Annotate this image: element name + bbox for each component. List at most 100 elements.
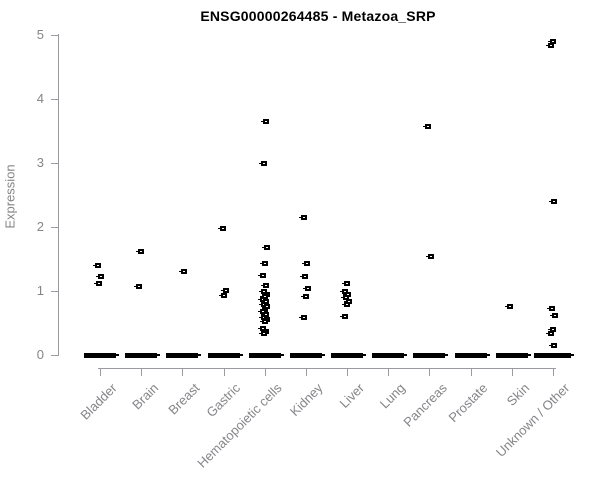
y-tick: [51, 355, 58, 356]
zero-cluster-bar: [454, 353, 490, 358]
x-tick-label: Prostate: [445, 380, 491, 426]
zero-cluster-bar: [534, 353, 575, 358]
data-point: [340, 313, 349, 319]
data-point: [547, 327, 556, 333]
x-tick: [429, 369, 431, 376]
zero-cluster-bar: [331, 353, 367, 358]
data-point: [545, 330, 554, 336]
x-tick-label: Breast: [165, 380, 203, 418]
data-point: [258, 161, 267, 166]
x-tick-label: Lung: [377, 380, 409, 412]
data-point: [302, 285, 311, 291]
y-tick-label: 2: [36, 219, 44, 234]
zero-cluster-bar: [84, 353, 119, 358]
data-point: [344, 298, 353, 304]
zero-cluster-bar: [248, 353, 284, 358]
data-point: [259, 294, 268, 300]
data-point: [340, 289, 349, 294]
data-point: [259, 260, 268, 266]
data-point: [423, 123, 432, 129]
data-point: [260, 312, 269, 318]
x-tick: [388, 369, 390, 376]
x-tick: [182, 369, 184, 376]
x-tick: [470, 369, 472, 376]
data-point: [343, 292, 352, 298]
data-point: [257, 273, 266, 278]
x-tick-label: Gastric: [203, 380, 244, 421]
zero-cluster-bar: [372, 353, 408, 358]
x-tick-label: Skin: [503, 380, 532, 409]
x-tick-label: Kidney: [287, 380, 326, 420]
x-axis-line: [98, 368, 556, 369]
data-point: [426, 253, 435, 259]
data-point: [217, 226, 226, 232]
zero-cluster-bar: [207, 353, 243, 358]
data-point: [257, 326, 266, 332]
data-point: [342, 281, 351, 287]
data-point: [260, 118, 269, 124]
y-tick: [51, 227, 58, 228]
data-point: [546, 305, 555, 311]
zero-cluster-bar: [413, 353, 449, 358]
data-point: [94, 280, 102, 286]
x-tick-label: Unknown / Other: [493, 380, 573, 460]
data-point: [93, 262, 101, 268]
data-point: [342, 301, 351, 307]
data-point: [547, 39, 556, 45]
data-point: [260, 282, 269, 288]
chart-title: ENSG00000264485 - Metazoa_SRP: [200, 8, 436, 24]
data-point: [261, 244, 270, 250]
x-tick: [264, 369, 266, 376]
data-point: [298, 215, 307, 221]
y-axis-label: Expression: [2, 163, 18, 229]
data-point: [96, 274, 104, 280]
data-point: [259, 306, 268, 312]
data-point: [136, 248, 145, 254]
x-tick: [552, 369, 554, 376]
x-tick-label: Bladder: [77, 380, 120, 423]
y-tick-label: 3: [36, 155, 44, 170]
data-point: [220, 287, 229, 293]
data-point: [548, 198, 557, 204]
data-point: [257, 309, 266, 315]
data-point: [300, 294, 309, 300]
data-point: [299, 273, 308, 279]
data-point: [261, 291, 270, 297]
y-tick: [51, 99, 58, 100]
data-point: [341, 295, 350, 301]
y-tick-label: 5: [36, 27, 44, 42]
zero-cluster-bar: [289, 353, 325, 358]
zero-cluster-bar: [166, 353, 202, 358]
data-point: [298, 315, 307, 321]
data-point: [261, 304, 270, 310]
x-tick-label: Liver: [336, 380, 367, 411]
x-tick: [347, 369, 349, 376]
y-tick-label: 0: [36, 347, 44, 362]
x-tick: [141, 369, 143, 376]
x-tick: [305, 369, 307, 376]
data-point: [258, 289, 267, 294]
data-point: [258, 301, 267, 307]
y-axis-label-container: Expression: [0, 0, 20, 392]
data-point: [258, 314, 267, 320]
y-tick-label: 1: [36, 283, 44, 298]
data-point: [179, 269, 188, 275]
data-point: [258, 331, 267, 337]
zero-cluster-bar: [495, 353, 531, 358]
y-tick: [51, 35, 58, 36]
data-point: [260, 328, 269, 334]
data-point: [257, 296, 266, 302]
x-tick-label: Pancreas: [399, 380, 450, 430]
data-point: [549, 313, 558, 319]
x-tick-label: Brain: [129, 380, 162, 413]
y-tick-label: 4: [36, 91, 44, 106]
data-point: [545, 43, 554, 49]
zero-cluster-bar: [125, 353, 161, 358]
data-point: [504, 304, 513, 310]
x-tick: [511, 369, 513, 376]
x-tick: [223, 369, 225, 376]
data-point: [218, 292, 227, 298]
y-tick: [51, 163, 58, 164]
x-tick: [100, 369, 101, 376]
